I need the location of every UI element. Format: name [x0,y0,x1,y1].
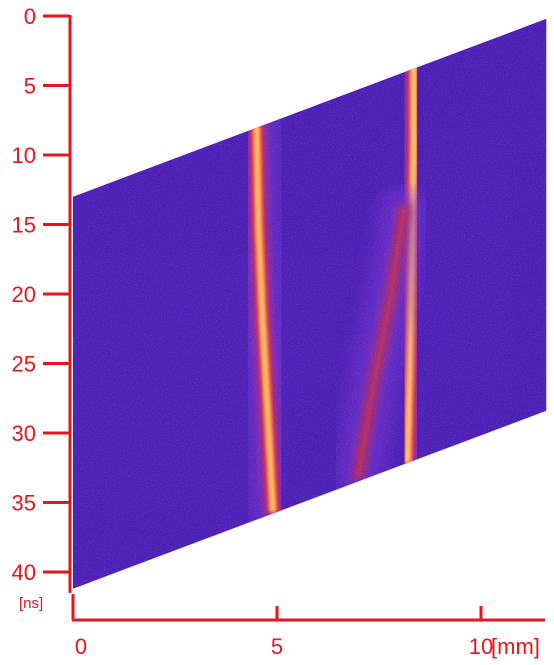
x-tick-label: 10 [469,634,493,659]
y-tick-label: 5 [24,74,36,99]
image-noise [73,18,547,589]
y-tick-label: 35 [12,491,36,516]
y-tick-label: 20 [12,282,36,307]
y-tick-label: 40 [12,560,36,585]
y-axis-unit: [ns] [19,595,43,612]
x-axis: 0 5 10[mm] [71,594,546,659]
x-tick-label: 0 [75,634,87,659]
data-region [73,18,547,589]
y-tick-label: 30 [12,421,36,446]
x-tick-label: 5 [271,634,283,659]
y-tick-label: 15 [12,213,36,238]
y-tick-label: 0 [24,4,36,29]
x-axis-unit: [mm] [491,634,540,659]
y-tick-label: 10 [12,143,36,168]
y-tick-label: 25 [12,352,36,377]
y-axis: 0 5 10 15 20 25 30 35 40 [ns] [12,4,72,612]
